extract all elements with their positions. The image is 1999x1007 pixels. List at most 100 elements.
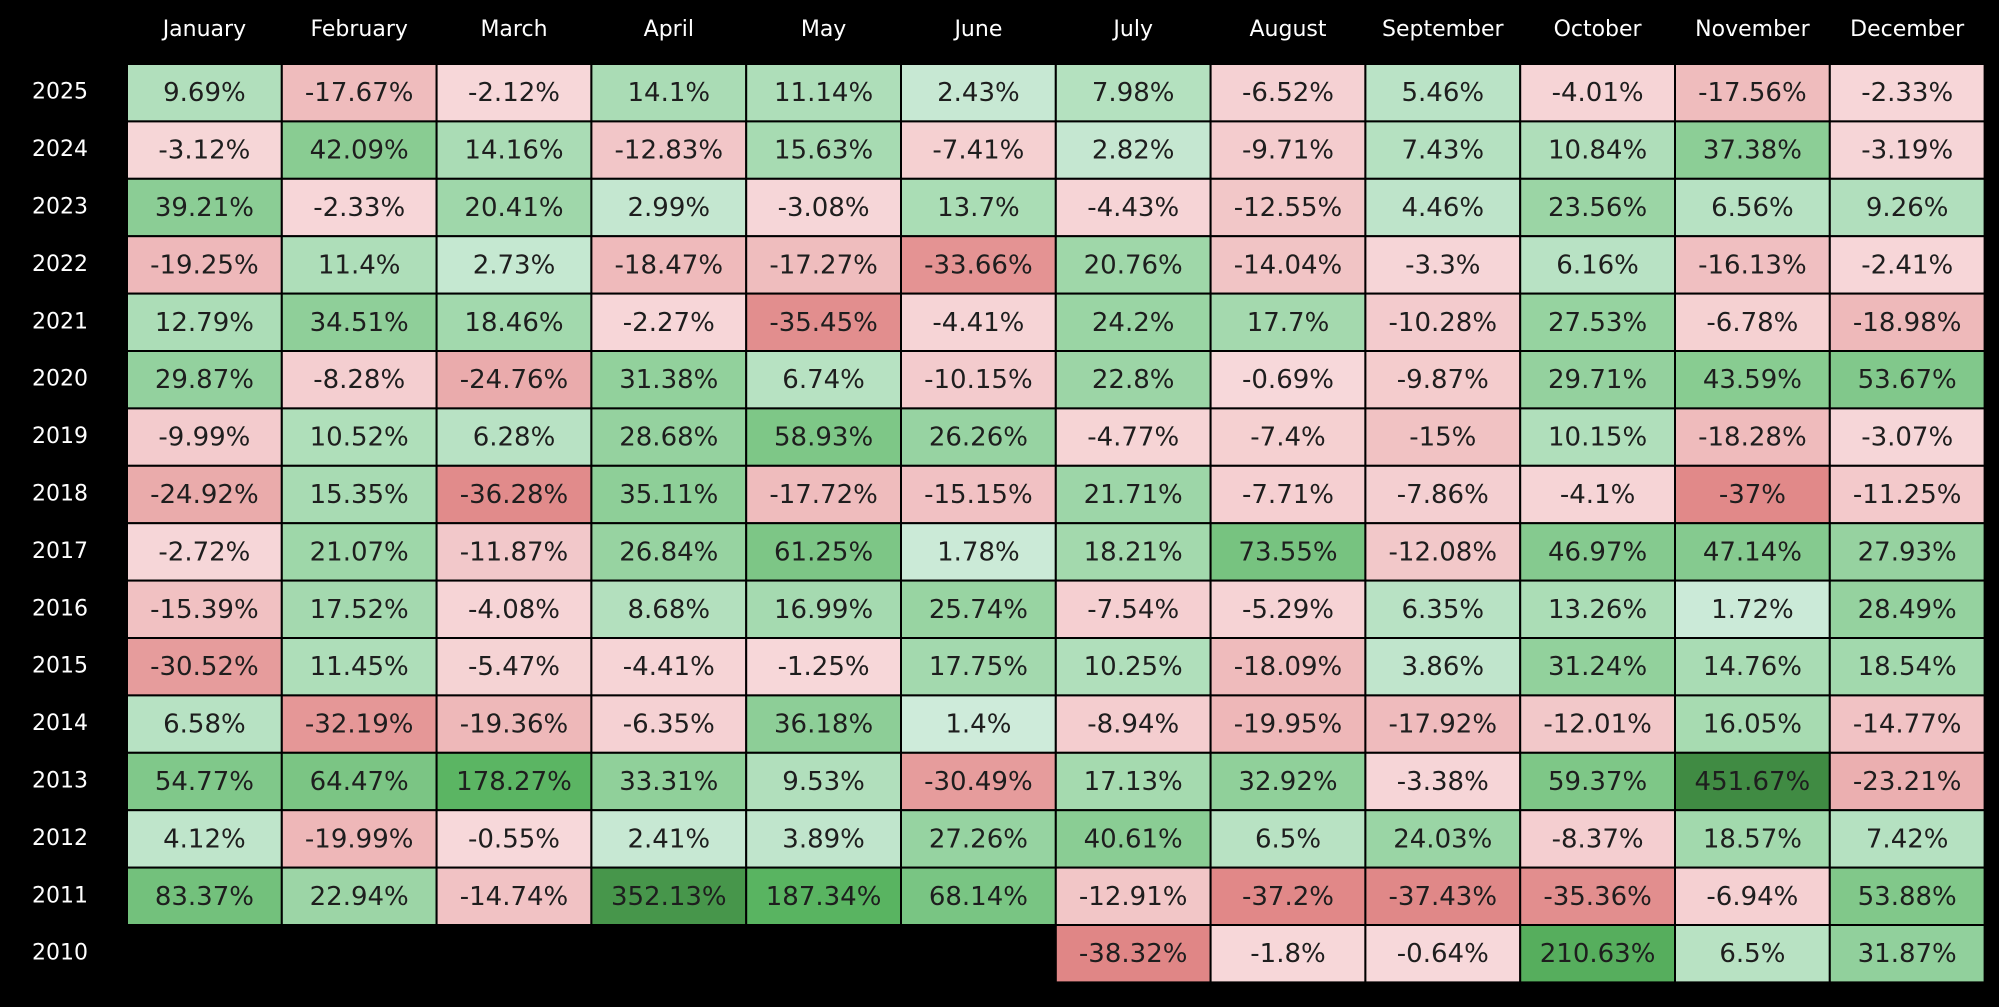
heatmap-cell-label-2011-june: 68.14% (929, 882, 1028, 912)
year-label-2016: 2016 (32, 596, 88, 621)
month-label-february: February (310, 17, 408, 42)
heatmap-cell-label-2022-may: -17.27% (769, 250, 878, 280)
heatmap-cell-2020-october (1519, 350, 1676, 410)
heatmap-cell-label-2012-may: 3.89% (782, 824, 865, 854)
heatmap-cell-2016-december (1828, 579, 1986, 639)
heatmap-cell-2013-august (1209, 751, 1367, 812)
heatmap-cell-label-2015-january: -30.52% (150, 652, 259, 682)
heatmap-cell-label-2020-april: 31.38% (619, 365, 718, 395)
heatmap-cell-label-2014-may: 36.18% (774, 710, 873, 740)
month-label-november: November (1695, 17, 1810, 42)
heatmap-cell-label-2024-december: -3.19% (1861, 136, 1953, 166)
heatmap-cell-2015-january (126, 637, 283, 697)
heatmap-cell-label-2023-january: 39.21% (155, 193, 254, 223)
heatmap-cell-label-2019-april: 28.68% (619, 423, 718, 453)
heatmap-cell-2024-november (1674, 120, 1831, 180)
heatmap-cell-2019-november (1674, 407, 1831, 467)
heatmap-cell-label-2021-may: -35.45% (769, 308, 878, 338)
heatmap-cell-label-2015-december: 18.54% (1858, 652, 1957, 682)
heatmap-cell-2016-november (1674, 579, 1831, 639)
heatmap-cell-label-2011-may: 187.34% (766, 882, 882, 912)
heatmap-cell-label-2017-july: 18.21% (1084, 537, 1183, 567)
heatmap-cell-2017-august (1209, 522, 1367, 582)
month-label-may: May (801, 17, 846, 42)
month-label-june: June (952, 17, 1002, 42)
heatmap-cell-label-2024-october: 10.84% (1548, 136, 1647, 166)
heatmap-cell-label-2018-november: -37% (1719, 480, 1786, 510)
heatmap-cell-label-2025-july: 7.98% (1092, 78, 1175, 108)
heatmap-cell-label-2013-july: 17.13% (1084, 767, 1183, 797)
heatmap-cell-2015-june (900, 637, 1057, 697)
heatmap-cell-label-2019-february: 10.52% (310, 423, 409, 453)
heatmap-cell-label-2023-december: 9.26% (1866, 193, 1949, 223)
heatmap-cell-label-2024-february: 42.09% (310, 136, 409, 166)
heatmap-cell-label-2015-may: -1.25% (778, 652, 870, 682)
heatmap-cell-label-2017-september: -12.08% (1389, 537, 1498, 567)
heatmap-cell-2019-july (1054, 407, 1212, 467)
heatmap-cell-2022-december (1828, 235, 1986, 295)
heatmap-cell-label-2025-april: 14.1% (627, 78, 710, 108)
heatmap-cell-label-2019-may: 58.93% (774, 423, 873, 453)
year-label-2013: 2013 (32, 769, 88, 794)
heatmap-cell-label-2021-march: 18.46% (464, 308, 563, 338)
heatmap-cell-2024-october (1519, 120, 1676, 180)
heatmap-cell-2015-august (1209, 637, 1367, 697)
heatmap-cell-2013-march (435, 751, 593, 812)
heatmap-cell-label-2015-august: -18.09% (1234, 652, 1343, 682)
heatmap-cell-2023-december (1828, 177, 1986, 238)
heatmap-cell-label-2020-july: 22.8% (1092, 365, 1175, 395)
heatmap-cell-label-2011-february: 22.94% (310, 882, 409, 912)
heatmap-cell-2023-may (745, 177, 903, 238)
heatmap-cell-label-2020-october: 29.71% (1548, 365, 1647, 395)
heatmap-cell-2019-june (900, 407, 1057, 467)
heatmap-cell-2019-may (745, 407, 903, 467)
heatmap-cell-2014-december (1828, 694, 1986, 754)
heatmap-cell-label-2022-november: -16.13% (1698, 250, 1807, 280)
heatmap-cell-2021-july (1054, 292, 1212, 353)
heatmap-cell-label-2018-february: 15.35% (310, 480, 409, 510)
heatmap-cell-label-2013-march: 178.27% (456, 767, 572, 797)
heatmap-cell-2021-february (280, 292, 438, 353)
heatmap-cell-label-2017-august: 73.55% (1238, 537, 1337, 567)
heatmap-cell-label-2025-june: 2.43% (937, 78, 1020, 108)
heatmap-cell-label-2010-november: 6.5% (1719, 939, 1785, 969)
year-label-2018: 2018 (32, 482, 88, 507)
heatmap-cell-label-2023-august: -12.55% (1234, 193, 1343, 223)
month-label-september: September (1382, 17, 1505, 42)
heatmap-cell-2025-june (900, 63, 1057, 123)
heatmap-cell-2021-august (1209, 292, 1367, 353)
month-label-march: March (480, 17, 547, 42)
heatmap-cell-label-2024-may: 15.63% (774, 136, 873, 166)
heatmap-cell-2020-december (1828, 350, 1986, 410)
heatmap-cell-2025-february (280, 63, 438, 123)
heatmap-cell-label-2012-january: 4.12% (163, 824, 246, 854)
heatmap-cell-label-2020-january: 29.87% (155, 365, 254, 395)
heatmap-cell-2015-december (1828, 637, 1986, 697)
heatmap-cell-label-2022-october: 6.16% (1556, 250, 1639, 280)
heatmap-cell-label-2016-july: -7.54% (1087, 595, 1179, 625)
heatmap-cell-label-2017-february: 21.07% (310, 537, 409, 567)
heatmap-cell-2013-july (1054, 751, 1212, 812)
heatmap-cell-label-2020-november: 43.59% (1703, 365, 1802, 395)
heatmap-cell-2014-november (1674, 694, 1831, 754)
heatmap-cell-label-2025-march: -2.12% (468, 78, 560, 108)
heatmap-cell-label-2014-november: 16.05% (1703, 710, 1802, 740)
heatmap-cell-label-2021-august: 17.7% (1247, 308, 1330, 338)
heatmap-cell-2011-october (1519, 866, 1676, 926)
heatmap-cell-label-2010-october: 210.63% (1540, 939, 1656, 969)
heatmap-cell-2018-july (1054, 464, 1212, 525)
heatmap-cell-2014-february (280, 694, 438, 754)
heatmap-cell-label-2013-october: 59.37% (1548, 767, 1647, 797)
heatmap-cell-2020-july (1054, 350, 1212, 410)
heatmap-cell-label-2019-june: 26.26% (929, 423, 1028, 453)
heatmap-cell-2012-april (590, 809, 748, 869)
year-label-2012: 2012 (32, 826, 88, 851)
heatmap-cell-label-2025-december: -2.33% (1861, 78, 1953, 108)
heatmap-cell-2017-july (1054, 522, 1212, 582)
heatmap-cell-2018-april (590, 464, 748, 525)
heatmap-cell-label-2023-september: 4.46% (1401, 193, 1484, 223)
heatmap-cell-label-2022-september: -3.3% (1405, 250, 1480, 280)
heatmap-cell-label-2022-december: -2.41% (1861, 250, 1953, 280)
heatmap-cell-label-2014-september: -17.92% (1389, 710, 1498, 740)
heatmap-cell-label-2023-april: 2.99% (627, 193, 710, 223)
